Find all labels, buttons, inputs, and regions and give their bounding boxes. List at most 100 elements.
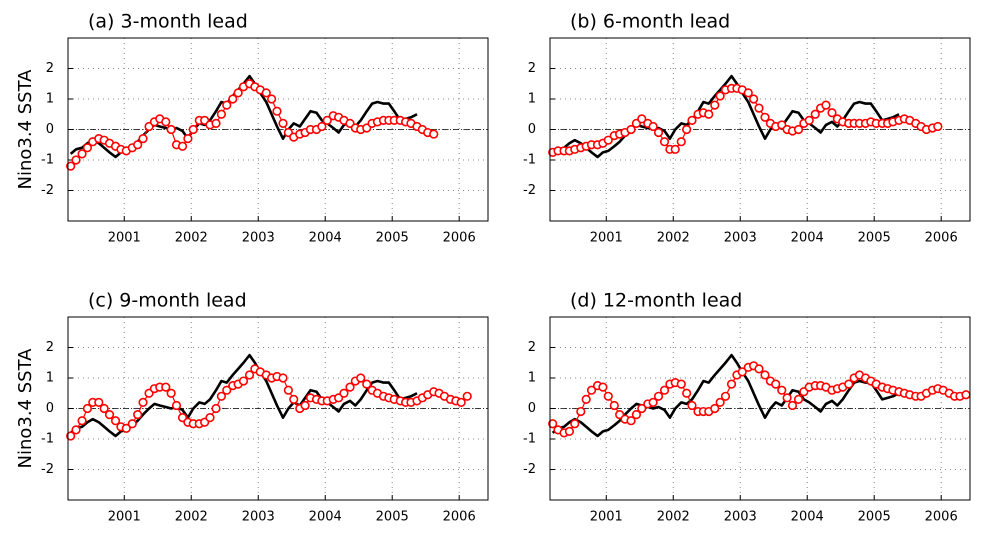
forecast-point [771, 379, 781, 389]
y-tick-label: -2 [523, 183, 536, 198]
forecast-point [211, 118, 221, 128]
forecast-point [71, 425, 81, 435]
forecast-point [754, 364, 764, 374]
forecast-point [177, 141, 188, 151]
panel-title: (a) 3-month lead [88, 11, 248, 33]
forecast-point [289, 394, 299, 404]
forecast-point [222, 100, 232, 110]
y-tick-label: -2 [523, 462, 536, 477]
y-tick-label: 1 [528, 92, 536, 107]
forecast-point [653, 127, 664, 138]
forecast-point [66, 431, 76, 441]
x-tick-label: 2003 [242, 231, 275, 246]
y-axis-label: Nino3.4 SSTA [15, 69, 36, 190]
forecast-point [754, 103, 764, 113]
forecast-point [782, 393, 792, 403]
x-tick-label: 2004 [791, 510, 824, 525]
x-tick-label: 2004 [309, 231, 342, 246]
forecast-point [233, 88, 243, 98]
forecast-point [82, 403, 93, 414]
forecast-point [564, 426, 575, 436]
forecast-point [456, 397, 466, 408]
forecast-point [687, 115, 697, 125]
forecast-point [104, 410, 115, 420]
forecast-point [267, 94, 277, 104]
forecast-point [827, 108, 837, 118]
forecast-point [278, 118, 288, 128]
forecast-point [238, 376, 249, 386]
y-tick-label: -1 [41, 153, 54, 168]
forecast-point [704, 109, 714, 119]
forecast-point [720, 391, 731, 401]
forecast-point [626, 124, 636, 135]
forecast-point [362, 379, 372, 389]
forecast-point [648, 121, 658, 132]
forecast-point [682, 388, 692, 398]
y-tick-label: 1 [528, 371, 536, 386]
forecast-point [166, 124, 176, 135]
forecast-point [429, 129, 439, 139]
forecast-point [339, 388, 349, 398]
y-tick-label: -1 [523, 432, 536, 447]
forecast-point [216, 109, 226, 119]
forecast-point [166, 388, 176, 398]
x-tick-label: 2001 [590, 510, 623, 525]
forecast-point [631, 410, 642, 420]
x-tick-label: 2006 [925, 231, 958, 246]
forecast-point [570, 419, 580, 429]
forecast-point [648, 397, 658, 408]
x-tick-label: 2005 [858, 510, 891, 525]
forecast-point [760, 370, 770, 380]
forecast-point [272, 106, 282, 116]
forecast-point [793, 124, 804, 135]
forecast-point [626, 416, 636, 426]
forecast-point [760, 112, 770, 122]
forecast-point [283, 385, 293, 395]
x-tick-label: 2006 [925, 510, 958, 525]
forecast-point [726, 379, 737, 389]
forecast-point [121, 423, 131, 433]
forecast-point [676, 379, 686, 389]
forecast-point [345, 382, 355, 392]
forecast-point [322, 115, 332, 125]
forecast-point [300, 400, 310, 411]
plot-border [549, 37, 971, 222]
series-line [551, 353, 900, 438]
x-tick-label: 2003 [724, 231, 757, 246]
forecast-point [133, 140, 143, 150]
forecast-point [133, 410, 143, 420]
forecast-point [737, 367, 747, 377]
forecast-point [211, 403, 221, 414]
forecast-point [161, 117, 171, 127]
forecast-point [710, 100, 720, 110]
forecast-point [127, 419, 137, 429]
forecast-point [110, 416, 121, 426]
forecast-point [598, 382, 608, 392]
forecast-point [743, 88, 753, 98]
forecast-point [603, 135, 613, 145]
plot-border [67, 316, 489, 501]
forecast-point [138, 397, 148, 408]
forecast-point [77, 149, 87, 159]
forecast-point [749, 94, 759, 104]
x-tick-label: 2005 [858, 231, 891, 246]
forecast-point [356, 373, 366, 383]
forecast-point [244, 370, 255, 380]
x-tick-label: 2002 [657, 510, 690, 525]
panel-title: (d) 12-month lead [570, 290, 742, 312]
panel-title: (b) 6-month lead [570, 11, 730, 33]
forecast-point [653, 391, 664, 401]
y-tick-label: 1 [46, 371, 54, 386]
forecast-point [183, 134, 193, 144]
x-tick-label: 2006 [443, 510, 476, 525]
y-tick-label: 2 [528, 61, 536, 76]
forecast-point [188, 124, 198, 135]
x-tick-label: 2006 [443, 231, 476, 246]
forecast-point [603, 391, 613, 401]
y-axis-label: Nino3.4 SSTA [15, 348, 36, 469]
forecast-point [216, 391, 226, 401]
forecast-point [205, 413, 215, 423]
forecast-point [161, 382, 171, 392]
x-tick-label: 2001 [590, 231, 623, 246]
forecast-point [844, 379, 854, 389]
